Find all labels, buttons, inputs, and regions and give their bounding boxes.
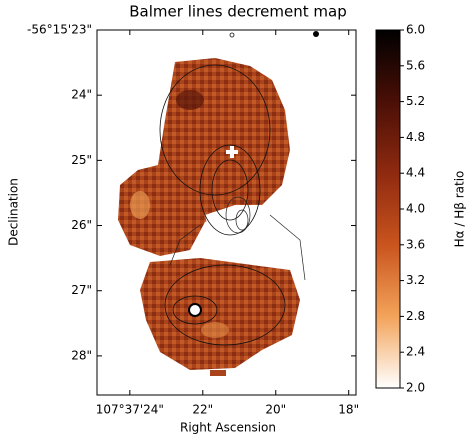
colorbar-label: Hα / Hβ ratio bbox=[453, 171, 467, 248]
y-tick-label: 27" bbox=[71, 283, 92, 297]
plot-frame bbox=[96, 29, 357, 396]
colorbar-tick-label: 3.2 bbox=[406, 273, 425, 287]
x-tick-label: 22" bbox=[192, 403, 213, 417]
colorbar-tick-label: 5.2 bbox=[406, 94, 425, 108]
colorbar-tick-label: 6.0 bbox=[406, 23, 425, 37]
colorbar-tick-label: 5.6 bbox=[406, 58, 425, 72]
colorbar-tick-label: 3.6 bbox=[406, 237, 425, 251]
y-axis-label: Declination bbox=[7, 178, 21, 246]
colorbar-tick-label: 2.4 bbox=[406, 345, 425, 359]
colorbar-tick-label: 4.8 bbox=[406, 130, 425, 144]
colorbar-tick-label: 4.4 bbox=[406, 166, 425, 180]
y-tick-label: 26" bbox=[71, 218, 92, 232]
x-tick-label: 107°37'24" bbox=[96, 403, 164, 417]
colorbar-tick-label: 2.8 bbox=[406, 309, 425, 323]
x-tick-label: 20" bbox=[265, 403, 286, 417]
y-tick-label: -56°15'23" bbox=[27, 23, 92, 37]
y-tick-label: 25" bbox=[71, 153, 92, 167]
axes: 107°37'24" 22" 20" 18" -56°15'23" 24" 25" 26" 27… bbox=[27, 23, 359, 417]
chart-title: Balmer lines decrement map bbox=[129, 3, 346, 21]
x-axis-label: Right Ascension bbox=[180, 421, 276, 435]
y-tick-label: 28" bbox=[71, 348, 92, 362]
x-tick-label: 18" bbox=[338, 403, 359, 417]
colorbar-tick-label: 2.0 bbox=[406, 381, 425, 395]
y-tick-label: 24" bbox=[71, 88, 92, 102]
map-image bbox=[118, 31, 319, 376]
colorbar-tick-label: 4.0 bbox=[406, 202, 425, 216]
colorbar bbox=[375, 29, 401, 389]
